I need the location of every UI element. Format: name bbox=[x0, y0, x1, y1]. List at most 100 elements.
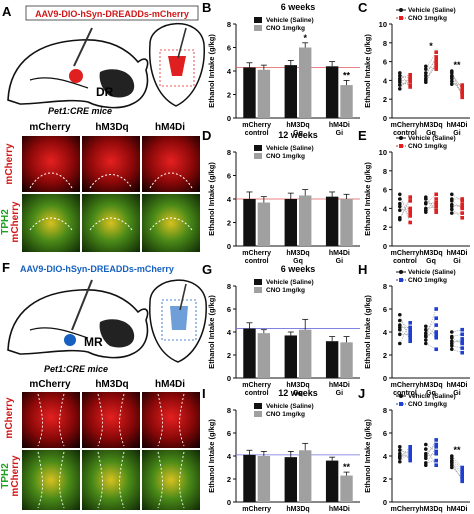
micrograph-red-mcherry bbox=[22, 392, 80, 448]
legend-swatch bbox=[254, 17, 262, 23]
midline-outlines bbox=[37, 393, 185, 509]
micro-col-label: mCherry bbox=[29, 379, 71, 390]
data-point bbox=[398, 325, 402, 330]
paired-line bbox=[451, 338, 463, 344]
bar bbox=[325, 460, 339, 502]
y-tick-label: 8 bbox=[383, 167, 387, 176]
chart-title: 12 weeks bbox=[278, 130, 318, 140]
coronal-roi bbox=[161, 299, 197, 341]
x-tick-label: mCherry bbox=[391, 122, 420, 129]
significance-marker: ** bbox=[453, 445, 461, 455]
paired-line bbox=[399, 200, 411, 218]
legend-label: CNO 1mg/kg bbox=[266, 25, 305, 32]
y-tick-label: 2 bbox=[383, 223, 387, 232]
data-point bbox=[434, 316, 438, 320]
legend-marker bbox=[399, 16, 403, 20]
data-point bbox=[450, 79, 454, 84]
bar bbox=[257, 456, 271, 502]
injection-site-icon bbox=[64, 334, 76, 346]
x-tick-label: Gi bbox=[453, 258, 460, 265]
data-point bbox=[460, 197, 464, 201]
legend-swatch bbox=[254, 279, 262, 285]
y-axis-label: Ethanol Intake (g/kg) bbox=[363, 295, 372, 369]
data-point bbox=[408, 206, 412, 211]
legend-swatch bbox=[254, 25, 262, 31]
data-point bbox=[424, 327, 428, 332]
paired-line bbox=[425, 448, 437, 466]
micro-row-label: TPH2 bbox=[0, 209, 11, 235]
data-point bbox=[398, 448, 402, 453]
micro-row-label: mCherry bbox=[4, 143, 15, 185]
data-point bbox=[398, 201, 402, 206]
x-tick-label: hM4Di bbox=[447, 382, 468, 389]
data-point bbox=[398, 204, 402, 209]
data-point bbox=[434, 57, 438, 62]
injection-site-icon bbox=[69, 69, 83, 83]
paired-line bbox=[425, 331, 437, 336]
micrograph-merge-mcherry bbox=[22, 450, 80, 510]
data-point bbox=[408, 327, 412, 332]
x-tick-label: hM3Dq bbox=[419, 122, 442, 129]
data-point bbox=[460, 199, 464, 203]
x-tick-label: mCherry bbox=[242, 506, 271, 513]
y-tick-label: 4 bbox=[227, 452, 232, 461]
y-tick-label: 10 bbox=[379, 20, 387, 29]
data-point bbox=[460, 340, 464, 345]
legend-label: Vehicle (Saline) bbox=[408, 7, 456, 14]
data-point bbox=[460, 332, 464, 337]
y-axis-label: Ethanol Intake (g/kg) bbox=[363, 419, 372, 493]
chart-j: J Ethanol Intake (g/kg) 0 2 4 6 8 mCherry contro… bbox=[358, 386, 470, 513]
injection-needle bbox=[71, 279, 93, 331]
chart-title: 12 weeks bbox=[278, 388, 318, 398]
y-tick-label: 6 bbox=[383, 58, 387, 67]
legend-swatch bbox=[254, 411, 262, 417]
data-point bbox=[408, 321, 412, 325]
data-point bbox=[424, 206, 428, 211]
data-point bbox=[460, 89, 464, 94]
data-point bbox=[398, 445, 402, 449]
legend-marker bbox=[399, 394, 403, 398]
x-tick-label: control bbox=[393, 390, 417, 397]
data-point bbox=[450, 344, 454, 348]
data-point bbox=[398, 455, 402, 459]
mice-label: Pet1:CRE mice bbox=[48, 106, 112, 116]
data-point bbox=[450, 202, 454, 207]
micrograph-merge-mcherry bbox=[22, 194, 80, 252]
data-point bbox=[460, 337, 464, 341]
paired-line bbox=[451, 349, 463, 353]
data-point bbox=[460, 86, 464, 90]
y-tick-label: 0 bbox=[227, 498, 231, 507]
legend-swatch bbox=[254, 287, 262, 293]
x-tick-label: hM4Di bbox=[329, 506, 350, 513]
y-tick-label: 8 bbox=[227, 20, 231, 29]
data-point bbox=[424, 210, 428, 214]
legend-marker bbox=[399, 278, 403, 282]
legend-label: CNO 1mg/kg bbox=[408, 15, 447, 22]
micrograph-red-hm3dq bbox=[82, 136, 140, 192]
y-tick-label: 8 bbox=[227, 406, 231, 415]
bar bbox=[299, 329, 312, 378]
data-point bbox=[434, 335, 438, 340]
data-point bbox=[460, 95, 464, 100]
y-tick-label: 4 bbox=[383, 452, 388, 461]
micrograph-merge-hm3dq bbox=[82, 194, 140, 252]
chart-g: G 6 weeks Ethanol Intake (g/kg) 0 2 4 6 8 mCherr… bbox=[202, 262, 360, 397]
legend-swatch bbox=[254, 153, 262, 159]
y-tick-label: 6 bbox=[227, 305, 231, 314]
x-tick-label: Gq bbox=[426, 258, 436, 265]
cerebellum bbox=[99, 319, 135, 348]
micrograph-red-hm4di bbox=[142, 136, 200, 192]
x-tick-label: hM3Dq bbox=[286, 250, 309, 257]
data-point bbox=[434, 458, 438, 463]
data-point bbox=[408, 451, 412, 456]
data-point bbox=[434, 330, 438, 334]
data-point bbox=[408, 214, 412, 218]
data-point bbox=[460, 211, 464, 215]
data-point bbox=[434, 307, 438, 311]
data-point bbox=[434, 67, 438, 71]
data-point bbox=[424, 78, 428, 83]
y-tick-label: 4 bbox=[227, 195, 232, 204]
x-tick-label: Gq bbox=[426, 130, 436, 137]
x-tick-label: Gi bbox=[453, 390, 460, 397]
data-point bbox=[434, 445, 438, 449]
